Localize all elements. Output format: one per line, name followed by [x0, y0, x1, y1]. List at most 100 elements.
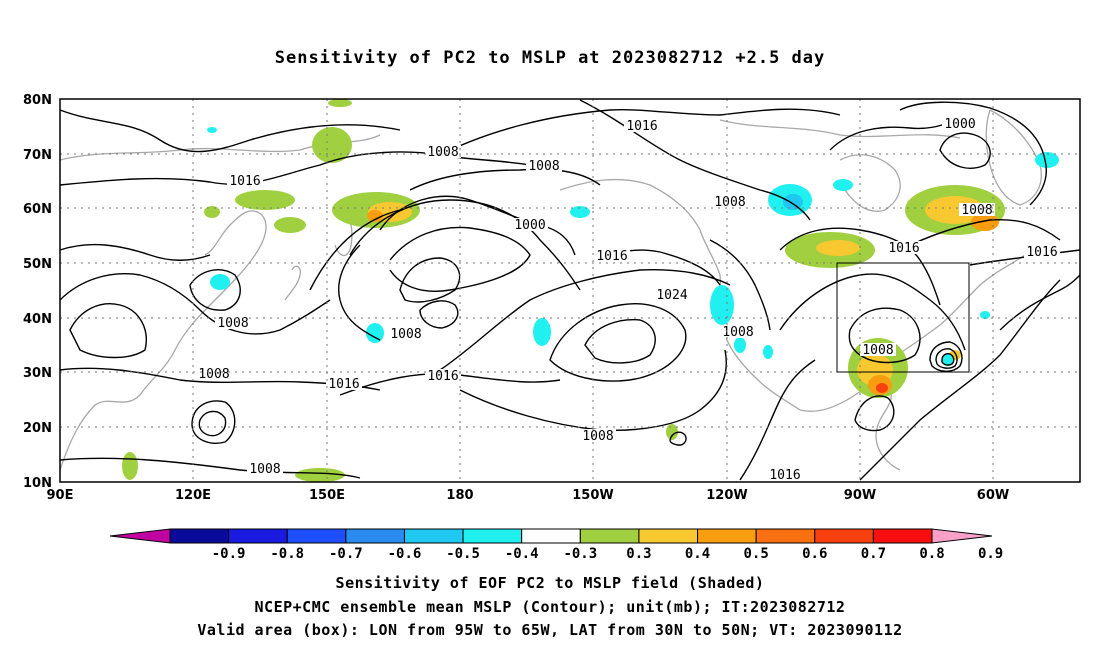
contour-label-bg	[580, 429, 616, 442]
contour-label-bg	[624, 119, 660, 132]
chart-title: Sensitivity of PC2 to MSLP at 2023082712…	[274, 48, 826, 68]
contour-line	[779, 227, 941, 306]
lat-tick-label: 80N	[23, 93, 52, 108]
colorbar: -0.9 -0.8 -0.7 -0.6 -0.5 -0.4 -0.3 0.3 0.4 0.5 0.6…	[109, 528, 1003, 562]
contour-line	[584, 318, 656, 364]
contour-label-bg	[720, 325, 756, 338]
lat-tick-label: 60N	[23, 202, 52, 217]
contour-line	[848, 307, 921, 364]
coastline-na-east	[889, 254, 1026, 361]
contour-line	[859, 279, 1061, 481]
lon-tick-label: 150W	[572, 488, 613, 503]
contour-line	[349, 199, 581, 291]
contour-label-bg	[594, 249, 630, 262]
lon-tick-label: 120W	[706, 488, 747, 503]
caption-line-2: NCEP+CMC ensemble mean MSLP (Contour); u…	[254, 598, 846, 616]
lon-tick-label: 90W	[844, 488, 876, 503]
colorbar-tick-label: 0.7	[861, 546, 886, 562]
contour-label-bg	[654, 288, 690, 301]
contour-label: 1008	[862, 343, 893, 358]
contour-label: 1008	[390, 327, 421, 342]
contour-label: 1008	[217, 316, 248, 331]
shade-negative	[734, 337, 746, 353]
contour-label: 1008	[714, 195, 745, 210]
contour-label-bg	[215, 316, 251, 329]
contour-line	[439, 268, 731, 371]
colorbar-swatch	[403, 528, 464, 544]
lat-tick-label: 40N	[23, 312, 52, 327]
lat-tick-label: 10N	[23, 476, 52, 491]
colorbar-swatch	[814, 528, 874, 544]
colorbar-swatch	[521, 528, 581, 544]
shade-positive	[971, 213, 999, 231]
coastline-greenland	[985, 109, 1042, 206]
contour-label: 1008	[528, 159, 559, 174]
contour-label-bg	[512, 218, 548, 231]
colorbar-swatch	[345, 528, 405, 544]
lon-tick-label: 180	[446, 488, 473, 503]
contour-line	[999, 274, 1081, 331]
contour-line	[929, 341, 963, 372]
contour-line	[939, 132, 991, 169]
contour-label: 1016	[1026, 245, 1057, 260]
contour-line	[549, 303, 687, 382]
contour-line	[309, 209, 401, 291]
shade-negative	[570, 206, 590, 218]
shade-negative	[763, 345, 773, 359]
contour-line	[69, 303, 147, 359]
colorbar-tick-label: 0.6	[802, 546, 827, 562]
contour-line	[338, 244, 381, 341]
contour-line	[739, 359, 816, 481]
lat-tick-label: 30N	[23, 366, 52, 381]
shade-negative	[783, 194, 803, 210]
shade-positive	[295, 468, 345, 482]
colorbar-swatch	[697, 528, 757, 544]
contour-line	[669, 431, 687, 446]
colorbar-high-arrow	[931, 528, 993, 544]
contour-line	[899, 218, 1061, 251]
contour-label-bg	[526, 159, 562, 172]
contour-label-bg	[767, 468, 803, 481]
coastline-japan	[284, 265, 302, 301]
lon-tick-label: 150E	[309, 488, 345, 503]
contour-line	[379, 195, 576, 256]
sensitivity-shading	[122, 99, 1059, 482]
map-background	[60, 99, 1080, 482]
colorbar-swatch	[638, 528, 699, 544]
colorbar-tick-label: 0.5	[744, 546, 769, 562]
contour-line	[191, 400, 236, 444]
colorbar-tick-label: -0.7	[329, 546, 363, 562]
colorbar-swatch	[872, 528, 933, 544]
contour-line	[969, 249, 1081, 266]
contour-label: 1016	[328, 377, 359, 392]
shade-positive	[274, 217, 306, 233]
colorbar-tick-label: -0.5	[446, 546, 480, 562]
shade-positive	[204, 206, 220, 218]
contour-label-bg	[326, 377, 362, 390]
contour-label: 1016	[229, 174, 260, 189]
lat-tick-label: 50N	[23, 257, 52, 272]
shade-positive	[367, 210, 383, 222]
colorbar-swatch	[462, 528, 523, 544]
shade-positive	[235, 190, 295, 210]
contour-label-bg	[942, 117, 978, 130]
contour-line	[935, 348, 958, 369]
contour-line	[59, 457, 361, 479]
shade-negative	[533, 318, 551, 346]
coastline-asia	[59, 210, 267, 471]
caption-line-1: Sensitivity of EOF PC2 to MSLP field (Sh…	[335, 574, 765, 592]
contour-line	[439, 108, 841, 156]
contour-line	[459, 349, 727, 432]
shade-negative	[942, 354, 954, 366]
mslp-contours	[59, 99, 1081, 481]
contour-label-bg	[886, 241, 922, 254]
colorbar-swatch	[286, 528, 347, 544]
contour-line	[409, 168, 601, 191]
colorbar-tick-label: -0.8	[270, 546, 304, 562]
contour-label: 1008	[961, 203, 992, 218]
caption-line-3: Valid area (box): LON from 95W to 65W, L…	[197, 621, 903, 639]
shade-positive	[666, 424, 678, 440]
colorbar-swatch	[169, 528, 230, 544]
colorbar-tick-label: -0.6	[388, 546, 422, 562]
